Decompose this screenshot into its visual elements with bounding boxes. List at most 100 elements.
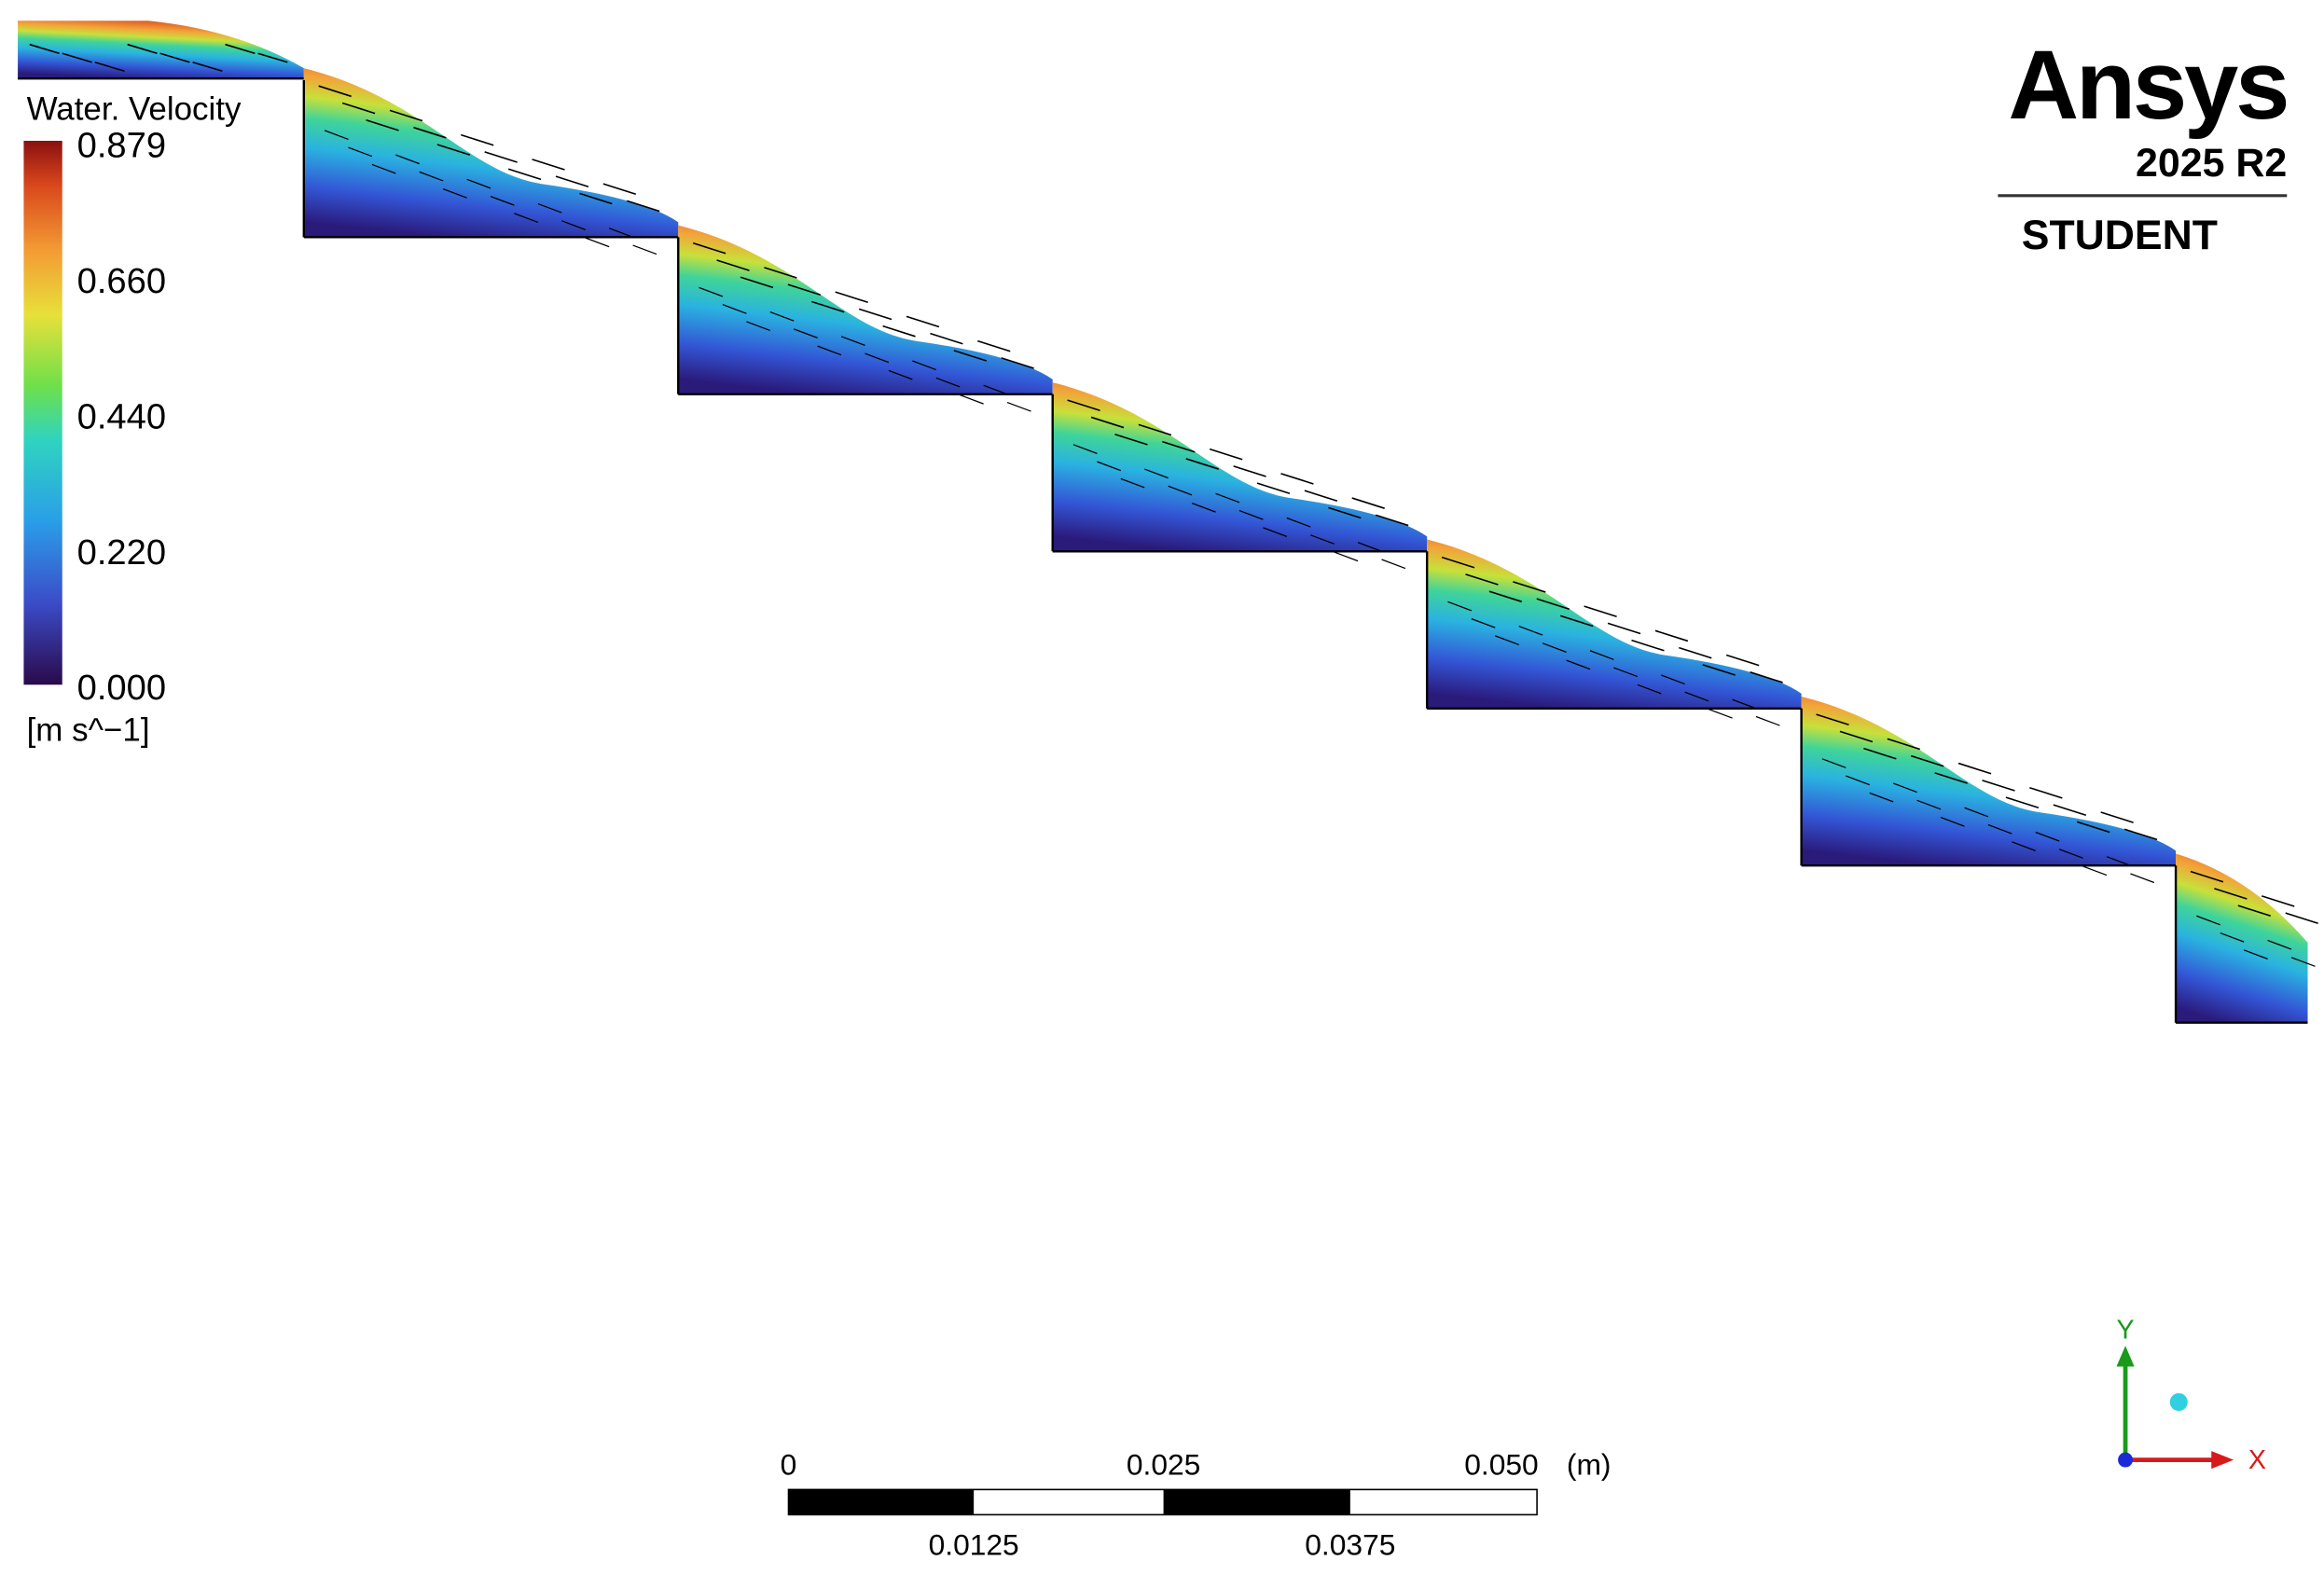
legend-unit: [m s^−1] [27,712,150,749]
velocity-vector [257,52,288,63]
velocity-vector [490,196,515,206]
velocity-vector [1566,659,1591,670]
velocity-vector [466,178,491,189]
legend-tick-label: 0.660 [77,261,166,301]
logo-brand: Ansys [2008,31,2287,140]
velocity-vector [2290,957,2316,967]
velocity-vector [2220,932,2245,943]
velocity-vector [2058,849,2083,859]
velocity-vector [507,168,542,181]
velocity-vector [977,339,1011,352]
x-arrow-head [2211,1451,2234,1470]
velocity-vector [1215,492,1240,504]
velocity-vector [585,237,610,248]
velocity-vector [1559,614,1594,628]
velocity-vector [2012,841,2036,851]
velocity-vector [1328,506,1362,519]
velocity-vector [1375,514,1409,527]
velocity-vector [1916,799,1942,810]
velocity-vector [959,394,984,405]
velocity-vector [1846,775,1870,786]
velocity-vector [532,159,565,171]
velocity-vector [1732,698,1757,710]
velocity-vector [1381,559,1406,570]
velocity-vector [764,267,797,279]
velocity-vector [225,43,256,54]
velocity-vector [1304,490,1338,502]
z-axis-dot [2118,1452,2133,1468]
logo-version: 2025 R2 [2136,141,2287,186]
velocity-vector [1750,671,1783,683]
velocity-vector [1191,503,1216,513]
flow-cell [1801,697,2177,866]
velocity-vector [1357,542,1382,552]
velocity-vector [1910,754,1944,767]
velocity-vector [858,308,892,321]
velocity-vector [1987,823,2013,835]
velocity-vector [1447,601,1473,612]
velocity-vector [1518,625,1543,636]
velocity-vector [1816,713,1849,726]
velocity-vector [983,384,1008,395]
legend-title: Water. Velocity [27,91,242,128]
velocity-vector [1006,401,1031,412]
velocity-vector [699,286,724,297]
velocity-vector [1351,497,1385,509]
velocity-vector [1684,691,1709,702]
velocity-vector [2130,873,2155,884]
velocity-vector [1488,590,1523,603]
velocity-vector [1607,622,1641,635]
velocity-vector [1168,485,1193,496]
flow-cell [1427,539,1802,709]
velocity-vector [1001,357,1034,369]
velocity-vector [2076,821,2110,834]
velocity-vector [882,324,916,338]
velocity-vector [537,202,562,214]
velocity-vector [1725,654,1760,667]
velocity-vector [62,52,92,63]
velocity-vector [935,377,961,388]
velocity-vector [2262,895,2295,907]
velocity-vector [835,291,868,304]
velocity-vector [1286,517,1311,528]
scale-label: 0.050 [1464,1448,1538,1482]
velocity-vector [1869,792,1894,803]
flow-cell [303,68,679,238]
velocity-vector [1072,444,1098,454]
velocity-vector [953,350,988,362]
velocity-vector [2082,865,2108,877]
axis-triad: Y X [2116,1315,2266,1475]
velocity-vector [1238,509,1264,520]
velocity-vector [555,175,589,188]
velocity-vector [817,345,842,356]
velocity-vector [1982,780,2015,792]
flow-cell [2176,853,2308,1023]
velocity-vector [1185,458,1219,470]
y-axis-label: Y [2116,1315,2134,1345]
velocity-vector [389,109,423,122]
velocity-vector [692,242,726,255]
velocity-vector [94,61,125,73]
velocity-vector [865,352,890,364]
logo-edition: STUDENT [2022,213,2218,258]
velocity-vector [1839,730,1874,743]
velocity-vector [1097,461,1122,472]
velocity-vector [2005,796,2040,809]
velocity-vector [366,118,399,131]
velocity-vector [1661,674,1685,685]
velocity-vector [840,336,865,346]
velocity-vector [1233,465,1266,477]
scale-bar: 0 0.025 0.050 (m) 0.0125 0.0375 [781,1448,1612,1562]
velocity-vector [1513,581,1546,593]
velocity-vector [1934,772,1968,784]
velocity-vector [1589,650,1614,660]
view-ball [2169,1393,2188,1412]
velocity-vector [2029,787,2063,799]
scale-segment [788,1489,975,1515]
velocity-vector [1138,423,1172,436]
velocity-vector [1957,762,1992,775]
velocity-vector [127,43,158,54]
velocity-vector [930,332,963,345]
x-axis-label: X [2248,1445,2266,1475]
velocity-vector [627,200,660,213]
